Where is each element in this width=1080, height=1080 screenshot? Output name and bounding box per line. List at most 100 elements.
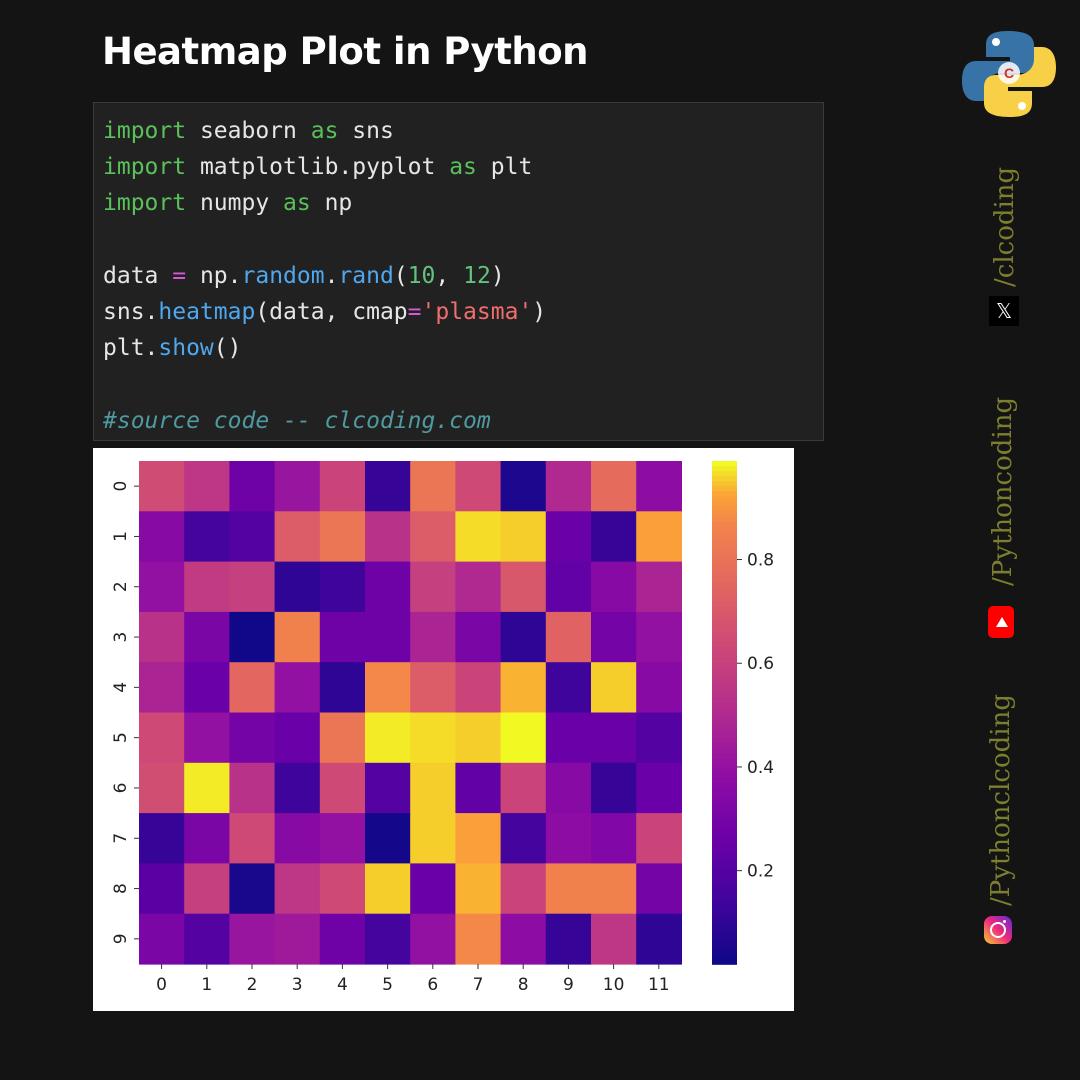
heatmap-cell (365, 662, 411, 714)
colorbar-tick-label: 0.2 (747, 862, 774, 882)
youtube-handle[interactable]: /Pythoncoding (988, 396, 1018, 586)
x-handle[interactable]: /clcoding (990, 166, 1020, 287)
svg-text:C: C (1004, 65, 1014, 81)
colorbar-segment (712, 531, 737, 538)
colorbar-segment (712, 913, 737, 920)
colorbar-segment (712, 541, 737, 548)
code-token: . (324, 262, 339, 289)
heatmap-cell (365, 461, 411, 512)
code-token: , (435, 262, 464, 289)
code-token: plt. (103, 335, 159, 362)
colorbar-segment (712, 556, 737, 563)
heatmap-cell (274, 813, 321, 864)
x-tick-label: 0 (156, 975, 167, 995)
colorbar-segment (712, 903, 737, 910)
heatmap-cell (500, 511, 547, 563)
heatmap-cell (410, 611, 456, 663)
heatmap-cell (500, 461, 547, 512)
x-tick-label: 6 (427, 975, 438, 995)
heatmap-cell (319, 461, 366, 512)
colorbar-segment (712, 576, 737, 583)
colorbar-segment (712, 752, 737, 759)
x-tick-label: 4 (337, 975, 348, 995)
heatmap-cell (545, 511, 592, 563)
youtube-icon[interactable] (988, 606, 1014, 638)
colorbar-segment (712, 642, 737, 648)
code-token: sns. (103, 299, 159, 326)
code-token: = (407, 299, 422, 326)
colorbar-segment (712, 672, 737, 679)
heatmap-cell (139, 561, 185, 613)
heatmap-cell (410, 762, 456, 814)
heatmap-cell (591, 762, 637, 814)
colorbar-segment (712, 808, 737, 814)
heatmap-cell (229, 813, 276, 864)
colorbar-tick-label: 0.8 (747, 551, 774, 571)
code-token: heatmap (158, 299, 256, 326)
code-token: 10 (407, 262, 436, 289)
colorbar-segment (712, 868, 737, 875)
heatmap-cell (591, 712, 637, 764)
heatmap-cell (455, 712, 502, 764)
heatmap-cell (184, 712, 230, 764)
colorbar-segment (712, 692, 737, 699)
heatmap-cell (545, 662, 592, 714)
instagram-icon[interactable] (984, 916, 1012, 944)
heatmap-cell (545, 561, 592, 613)
heatmap-cell (410, 712, 456, 764)
code-token: #source code -- clcoding.com (103, 407, 491, 434)
colorbar-segment (712, 466, 737, 472)
colorbar-segment (712, 667, 737, 674)
heatmap-cell (184, 611, 230, 663)
code-token: ) (532, 299, 547, 326)
colorbar-segment (712, 461, 737, 467)
code-token: seaborn (186, 118, 311, 144)
heatmap-cell (410, 461, 456, 512)
instagram-handle[interactable]: /Pythonclcoding (986, 694, 1016, 906)
x-icon[interactable]: 𝕏 (989, 296, 1019, 326)
heatmap-cell (184, 561, 230, 613)
heatmap-cell (545, 611, 592, 663)
colorbar-segment (712, 496, 737, 503)
colorbar-segment (712, 953, 737, 960)
heatmap-cell (500, 762, 547, 814)
heatmap-cell (410, 863, 456, 915)
colorbar-segment (712, 682, 737, 689)
colorbar-segment (712, 571, 737, 578)
code-line: import numpy as np (103, 190, 352, 216)
heatmap-cell (365, 712, 411, 764)
heatmap-cell (365, 762, 411, 814)
heatmap-cell (319, 662, 366, 714)
heatmap-cell (274, 712, 321, 764)
heatmap-cell (229, 461, 276, 512)
page-title: Heatmap Plot in Python (102, 30, 589, 73)
heatmap-cell (545, 863, 592, 915)
heatmap-cell (274, 561, 321, 613)
heatmap-cell (274, 913, 321, 965)
heatmap-cell (184, 511, 230, 563)
heatmap-cell (365, 813, 411, 864)
colorbar-segment (712, 481, 737, 487)
colorbar-segment (712, 893, 737, 900)
code-token: 'plasma' (421, 299, 533, 326)
x-tick-label: 9 (563, 975, 574, 995)
code-token: plt (476, 154, 533, 181)
heatmap-cell (229, 762, 276, 814)
heatmap-cell (319, 611, 366, 663)
code-token: np. (186, 262, 242, 289)
heatmap-cell (455, 611, 502, 663)
colorbar-segment (712, 581, 737, 588)
colorbar-segment (712, 873, 737, 880)
colorbar-segment (712, 526, 737, 533)
heatmap-cell (139, 611, 185, 663)
code-token: as (283, 190, 311, 217)
colorbar-segment (712, 717, 737, 724)
code-token: () (213, 335, 242, 362)
code-token: ) (490, 262, 505, 289)
heatmap-cell (184, 913, 230, 965)
x-tick-label: 8 (518, 975, 529, 995)
heatmap-cell (636, 762, 682, 814)
heatmap-cell (636, 611, 682, 663)
colorbar-segment (712, 511, 737, 518)
code-token: (data, cmap (255, 299, 408, 326)
